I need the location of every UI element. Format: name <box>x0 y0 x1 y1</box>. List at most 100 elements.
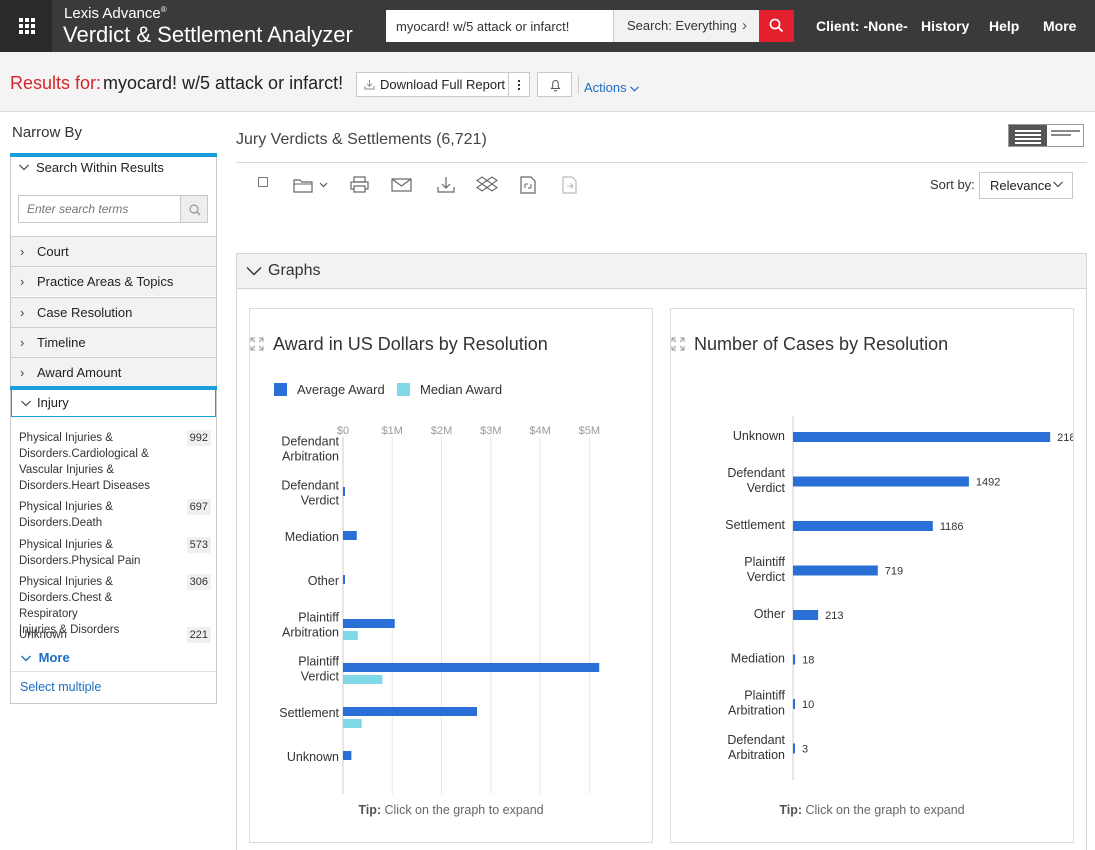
injury-option-label: Physical Injuries & Disorders.Physical P… <box>19 539 141 567</box>
filter-case-resolution[interactable]: › Case Resolution <box>11 297 216 327</box>
data-label: 18 <box>802 655 814 667</box>
filter-label: Case Resolution <box>37 305 133 320</box>
expand-icon[interactable] <box>250 337 264 351</box>
bar-case-count <box>793 432 1051 442</box>
injury-option[interactable]: Physical Injuries & Disorders.Physical P… <box>19 537 211 569</box>
more-injuries-link[interactable]: More <box>21 650 70 665</box>
search-button[interactable] <box>759 10 794 42</box>
print-icon[interactable] <box>349 175 371 195</box>
count-badge: 573 <box>186 537 211 553</box>
category-label: Unknown <box>733 429 785 443</box>
bar-median-award <box>343 631 358 640</box>
create-alert-button[interactable] <box>537 72 572 97</box>
select-all-checkbox[interactable] <box>256 175 270 189</box>
export-icon[interactable] <box>559 175 581 195</box>
bar-case-count <box>793 565 878 576</box>
bar-median-award <box>343 719 362 728</box>
graphs-toggle[interactable]: Graphs <box>237 254 1086 289</box>
client-menu[interactable]: Client: -None- <box>816 18 908 34</box>
email-icon[interactable] <box>390 175 414 195</box>
sort-dropdown[interactable]: Relevance <box>979 172 1073 199</box>
divider <box>10 153 217 157</box>
cases-chart-card[interactable]: Number of Cases by Resolution Unknown 218… <box>670 308 1074 843</box>
filter-sidebar: Search Within Results › Court › Practice… <box>10 153 217 704</box>
count-badge: 221 <box>186 627 211 643</box>
graphs-label: Graphs <box>268 262 321 279</box>
chevron-right-icon: › <box>20 305 25 320</box>
search-within-toggle[interactable]: Search Within Results <box>11 160 216 182</box>
bar-case-count <box>793 743 795 754</box>
bar-case-count <box>793 476 969 487</box>
filter-label: Timeline <box>37 335 86 350</box>
injury-option[interactable]: Physical Injuries & Disorders.Chest & Re… <box>19 574 211 638</box>
search-within-button[interactable] <box>180 195 208 223</box>
view-toggle[interactable] <box>1008 124 1084 147</box>
injury-option[interactable]: Physical Injuries & Disorders.Cardiologi… <box>19 430 211 494</box>
x-tick-label: $4M <box>529 425 550 437</box>
injury-option[interactable]: Unknown 221 <box>19 627 211 643</box>
download-options-button[interactable] <box>508 72 530 97</box>
dropbox-icon[interactable] <box>476 175 498 195</box>
search-scope-label: Search: Everything <box>627 18 737 33</box>
list-view-icon[interactable] <box>1047 125 1084 146</box>
category-label: Mediation <box>731 652 785 666</box>
divider <box>10 386 217 390</box>
bar-average-award <box>343 575 345 584</box>
award-chart-card[interactable]: Award in US Dollars by Resolution Averag… <box>249 308 653 843</box>
filter-practice-areas[interactable]: › Practice Areas & Topics <box>11 266 216 296</box>
injury-option[interactable]: Physical Injuries & Disorders.Death 697 <box>19 499 211 531</box>
more-menu[interactable]: More <box>1043 18 1077 34</box>
download-icon[interactable] <box>435 175 457 195</box>
filter-award-amount[interactable]: › Award Amount <box>11 357 216 387</box>
bar-average-award <box>343 707 478 716</box>
actions-menu[interactable]: Actions <box>584 80 640 95</box>
filter-label: Court <box>37 244 69 259</box>
download-report-button[interactable]: Download Full Report <box>356 72 509 97</box>
bar-case-count <box>793 654 796 665</box>
sort-label: Sort by: <box>930 177 975 192</box>
onedrive-icon[interactable] <box>517 175 539 195</box>
category-label: Defendant Arbitration <box>727 733 785 762</box>
history-menu[interactable]: History <box>921 18 970 34</box>
full-view-icon[interactable] <box>1009 125 1047 146</box>
category-label: Defendant Verdict <box>281 479 339 508</box>
download-report-label: Download Full Report <box>380 77 506 92</box>
folder-icon[interactable] <box>292 175 332 195</box>
graphs-panel: Graphs <box>236 253 1087 850</box>
brand-name: Lexis Advance® <box>64 5 167 22</box>
filter-court[interactable]: › Court <box>11 236 216 266</box>
award-bar-chart[interactable]: Average Award Median Award $0 $1M $2M $3M $4M $… <box>250 369 652 794</box>
actions-label: Actions <box>584 80 627 95</box>
chart-title: Award in US Dollars by Resolution <box>273 334 548 354</box>
count-badge: 992 <box>186 430 211 446</box>
narrow-by-title: Narrow By <box>12 124 83 141</box>
expand-icon[interactable] <box>671 337 685 351</box>
category-label: Other <box>754 607 785 621</box>
search-within-input[interactable] <box>18 195 181 223</box>
chevron-down-icon <box>21 390 31 416</box>
results-title: Jury Verdicts & Settlements (6,721) <box>236 131 487 148</box>
help-menu[interactable]: Help <box>989 18 1020 34</box>
filter-injury[interactable]: Injury <box>11 389 216 417</box>
data-label: 1186 <box>940 521 964 533</box>
select-multiple-link[interactable]: Select multiple <box>11 671 216 703</box>
search-input[interactable] <box>386 10 613 42</box>
injury-option-label: Physical Injuries & Disorders.Cardiologi… <box>19 432 151 492</box>
filter-timeline[interactable]: › Timeline <box>11 327 216 357</box>
search-scope-dropdown[interactable]: Search: Everything › <box>613 10 759 42</box>
apps-menu-button[interactable] <box>0 0 52 52</box>
chevron-down-icon <box>21 655 31 662</box>
bar-average-award <box>343 751 352 760</box>
bell-icon <box>550 80 561 92</box>
bar-median-award <box>343 675 383 684</box>
bar-average-award <box>343 619 395 628</box>
filter-label: Injury <box>37 395 69 410</box>
bar-average-award <box>343 531 357 540</box>
chevron-right-icon: › <box>20 244 25 259</box>
divider <box>578 76 579 94</box>
top-header: Lexis Advance® Verdict & Settlement Anal… <box>0 0 1095 52</box>
divider <box>236 162 1087 163</box>
data-label: 2181 <box>1057 432 1073 444</box>
chevron-right-icon: › <box>742 17 747 34</box>
